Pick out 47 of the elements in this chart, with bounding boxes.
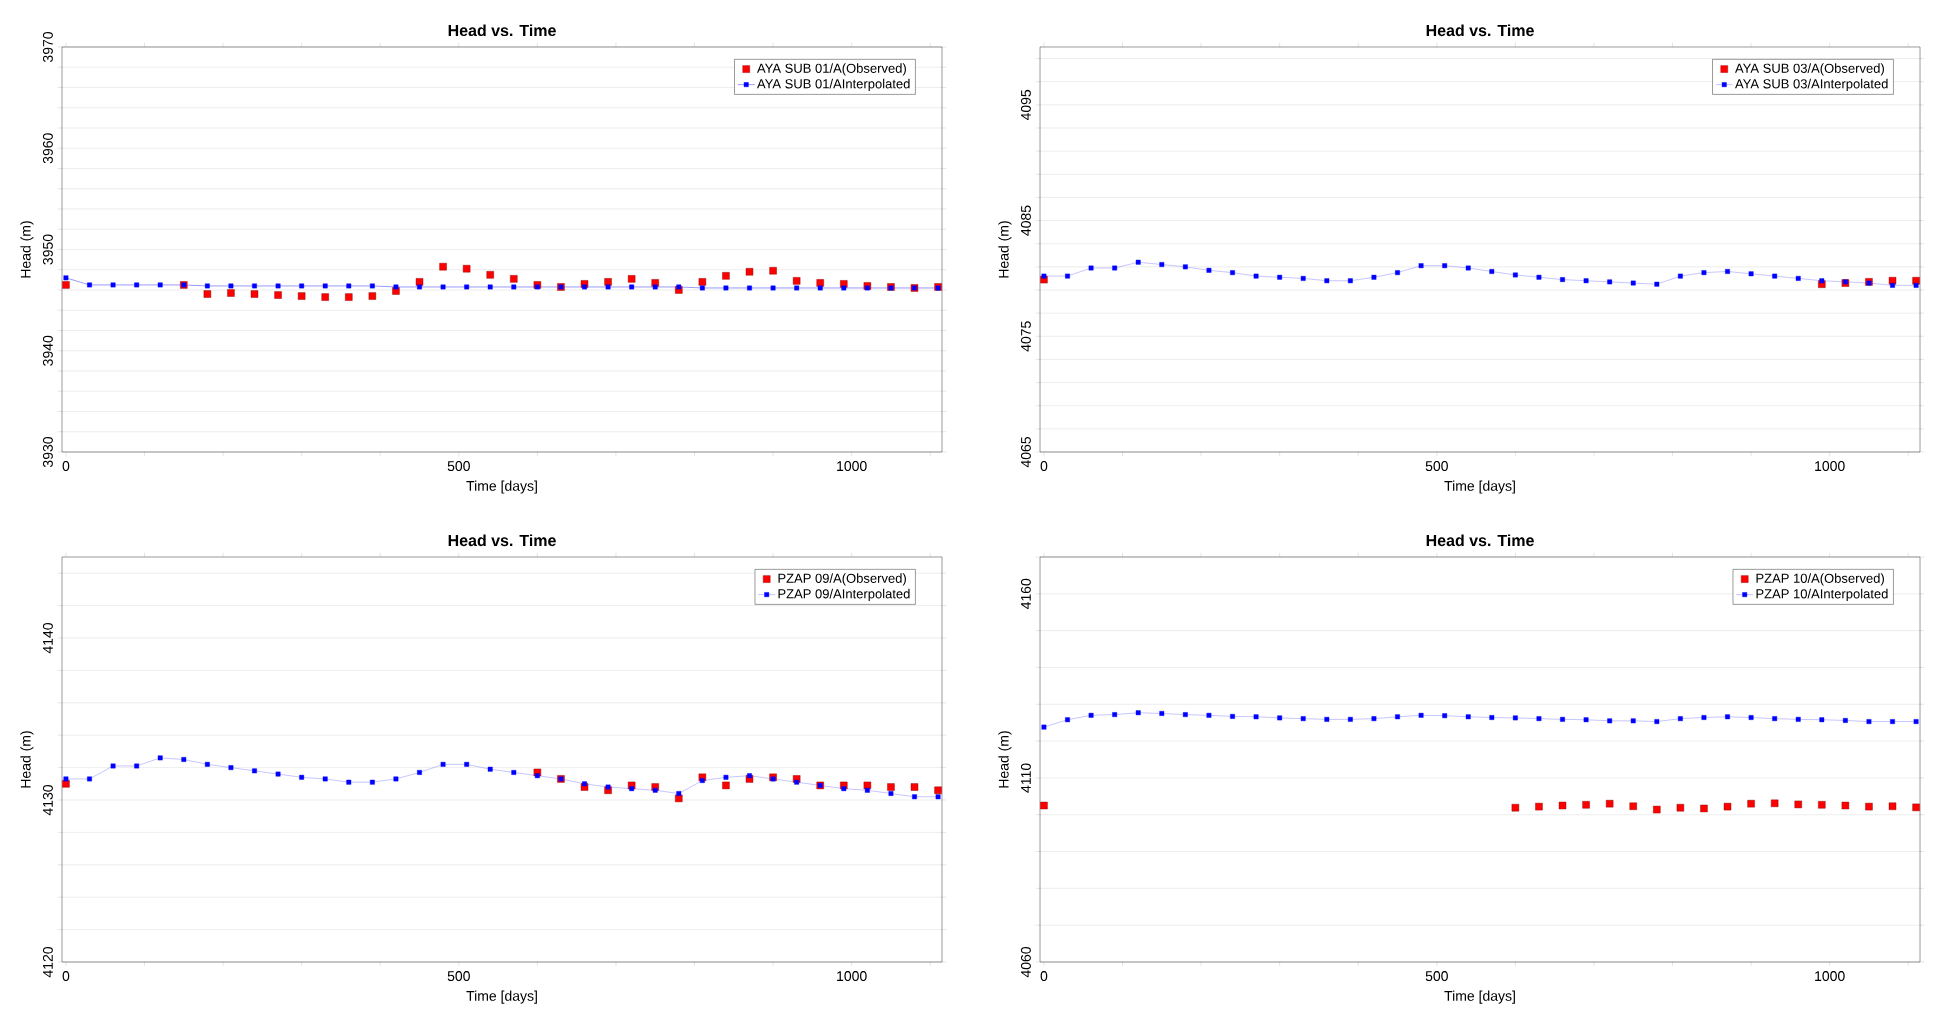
y-tick-label: 4065	[1020, 437, 1031, 468]
x-axis-title: Time [days]	[1444, 990, 1515, 1004]
y-tick-label: 4075	[1020, 321, 1031, 352]
legend-label: AYA SUB 03/A(Observed)	[1735, 63, 1884, 76]
legend-label: PZAP 09/A(Observed)	[778, 573, 906, 586]
x-tick-label: 1000	[1815, 461, 1845, 472]
y-axis-title: Head (m)	[20, 221, 34, 278]
y-axis-title: Head (m)	[998, 221, 1012, 278]
y-tick-label: 4060	[1020, 946, 1031, 978]
x-tick-label: 0	[62, 971, 70, 982]
chart-title: Head vs. Time	[448, 534, 556, 547]
y-tick-label: 4095	[1020, 89, 1031, 121]
x-tick-label: 1000	[837, 461, 867, 472]
y-tick-label: 4085	[1020, 205, 1031, 236]
x-axis-title: Time [days]	[1444, 480, 1515, 494]
chart-title: Head vs. Time	[448, 24, 556, 37]
y-tick-label: 3950	[42, 234, 53, 265]
x-tick-label: 1000	[837, 971, 867, 982]
legend-label: PZAP 10/A(Observed)	[1756, 573, 1884, 586]
chart-title: Head vs. Time	[1426, 534, 1534, 547]
y-tick-label: 4160	[1020, 578, 1031, 610]
y-tick-label: 4120	[42, 946, 53, 978]
x-tick-label: 500	[1425, 971, 1448, 982]
y-tick-label: 4140	[42, 622, 53, 654]
x-axis-title: Time [days]	[466, 480, 537, 494]
y-axis-title: Head (m)	[20, 731, 34, 788]
x-tick-label: 500	[447, 971, 470, 982]
y-tick-label: 3940	[42, 335, 53, 366]
legend-label: AYA SUB 01/AInterpolated	[757, 78, 910, 91]
y-tick-label: 3960	[42, 133, 53, 164]
x-tick-label: 1000	[1815, 971, 1845, 982]
x-axis-title: Time [days]	[466, 990, 537, 1004]
x-tick-label: 0	[1040, 971, 1048, 982]
x-tick-label: 0	[1040, 461, 1048, 472]
chart-title: Head vs. Time	[1426, 24, 1534, 37]
y-tick-label: 3970	[42, 31, 53, 63]
legend-label: PZAP 10/AInterpolated	[1756, 588, 1888, 601]
x-tick-label: 0	[62, 461, 70, 472]
y-axis-title: Head (m)	[998, 731, 1012, 788]
y-tick-label: 4110	[1020, 763, 1031, 793]
x-tick-label: 500	[447, 461, 470, 472]
legend-label: PZAP 09/AInterpolated	[778, 588, 910, 601]
x-tick-label: 500	[1425, 461, 1448, 472]
y-tick-label: 3930	[42, 436, 53, 468]
legend-label: AYA SUB 01/A(Observed)	[757, 63, 906, 76]
legend-label: AYA SUB 03/AInterpolated	[1735, 78, 1888, 91]
y-tick-label: 4130	[42, 784, 53, 816]
